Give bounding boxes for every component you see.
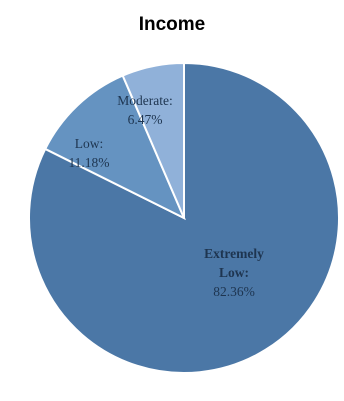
pie-slice-extremely-low <box>27 61 340 374</box>
slice-label-low: Low: 11.18% <box>68 136 109 170</box>
pie-slice-low <box>43 74 186 221</box>
slice-label-moderate: Moderate: 6.47% <box>117 93 172 127</box>
chart-title: Income <box>138 14 206 35</box>
pie-slice-moderate <box>121 61 185 219</box>
slice-label-extremely-low: Extremely Low: 82.36% <box>204 246 264 299</box>
